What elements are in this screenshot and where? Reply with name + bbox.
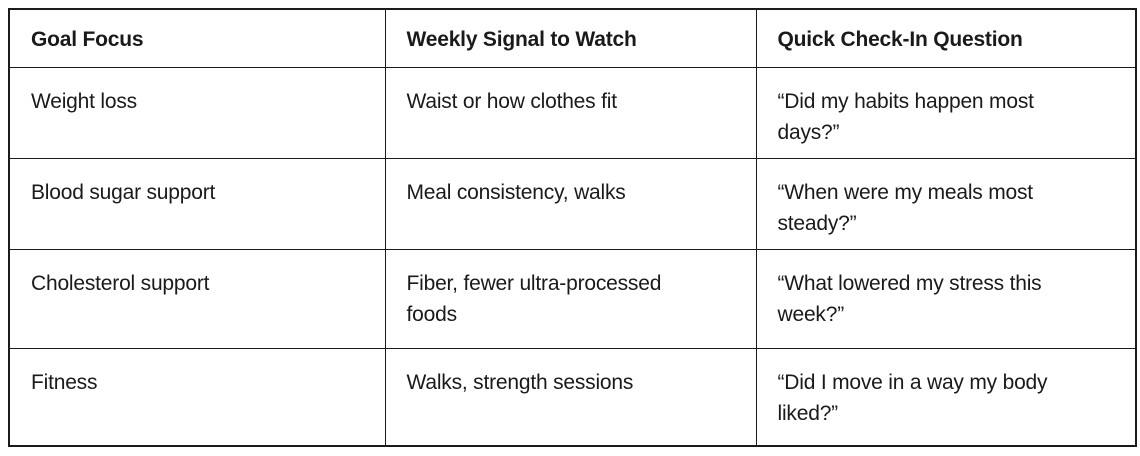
header-cell-goal-focus: Goal Focus: [8, 8, 386, 68]
cell-signal: Walks, strength sessions: [384, 347, 757, 447]
header-cell-checkin-question: Quick Check-In Question: [755, 8, 1137, 68]
cell-signal: Fiber, fewer ultra-processed foods: [384, 248, 757, 349]
cell-goal: Fitness: [8, 347, 386, 447]
cell-signal: Meal consistency, walks: [384, 157, 757, 250]
cell-question: “Did I move in a way my body liked?”: [755, 347, 1137, 447]
cell-goal: Weight loss: [8, 66, 386, 159]
table-row: Blood sugar support Meal consistency, wa…: [8, 157, 1137, 250]
table-row: Weight loss Waist or how clothes fit “Di…: [8, 66, 1137, 159]
header-cell-weekly-signal: Weekly Signal to Watch: [384, 8, 757, 68]
cell-question: “Did my habits happen most days?”: [755, 66, 1137, 159]
cell-goal: Cholesterol support: [8, 248, 386, 349]
cell-question: “When were my meals most steady?”: [755, 157, 1137, 250]
cell-question: “What lowered my stress this week?”: [755, 248, 1137, 349]
cell-goal: Blood sugar support: [8, 157, 386, 250]
table-row: Cholesterol support Fiber, fewer ultra-p…: [8, 248, 1137, 349]
table-row: Fitness Walks, strength sessions “Did I …: [8, 347, 1137, 447]
goal-focus-table: Goal Focus Weekly Signal to Watch Quick …: [8, 8, 1137, 447]
table-header-row: Goal Focus Weekly Signal to Watch Quick …: [8, 8, 1137, 68]
cell-signal: Waist or how clothes fit: [384, 66, 757, 159]
